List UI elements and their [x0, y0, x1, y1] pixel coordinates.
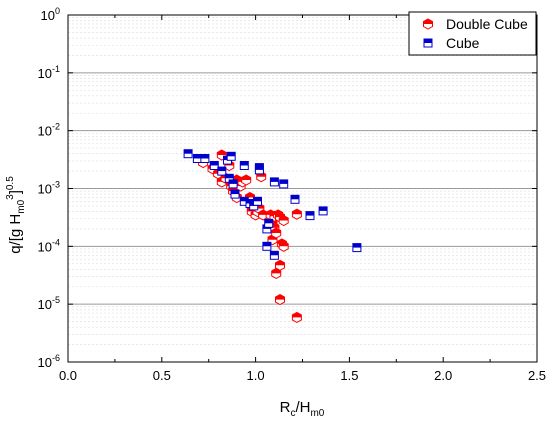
cube-point: [264, 218, 274, 228]
legend-marker-double-cube: [423, 18, 433, 30]
data-points: [183, 149, 362, 323]
cube-point: [290, 194, 300, 204]
y-tick-label: 10-4: [38, 237, 60, 254]
cube-point: [217, 166, 227, 176]
y-tick-label: 10-3: [38, 180, 60, 197]
cube-point: [192, 154, 202, 163]
cube-point: [269, 177, 279, 187]
cube-point: [209, 161, 219, 170]
y-tick-label: 10-2: [38, 122, 60, 139]
grid-lines: [68, 17, 537, 345]
y-tick-label: 100: [41, 6, 60, 23]
cube-point: [228, 179, 238, 189]
cube-point: [253, 196, 262, 206]
cube-point: [318, 206, 328, 216]
double-cube-point: [275, 294, 285, 306]
x-tick-label: 0.5: [153, 368, 171, 383]
x-axis-label: Rc/Hm0: [280, 399, 325, 419]
y-axis-label: q/[g Hm03]0.5: [5, 176, 27, 254]
double-cube-point: [278, 214, 289, 227]
y-tick-label: 10-5: [38, 295, 60, 312]
y-tick-label: 10-1: [38, 64, 60, 81]
cube-point: [226, 151, 236, 161]
double-cube-point: [271, 227, 282, 239]
x-tick-label: 1.5: [340, 368, 358, 383]
cube-point: [183, 149, 193, 159]
cube-point: [279, 179, 289, 189]
double-cube-point: [258, 209, 269, 221]
cube-point: [269, 250, 279, 260]
legend-label-double-cube: Double Cube: [446, 16, 528, 32]
double-cube-point: [241, 174, 252, 186]
cube-point: [262, 241, 272, 251]
legend: Double Cube Cube: [408, 11, 537, 56]
x-tick-label: 1.0: [247, 368, 265, 383]
cube-point: [200, 154, 210, 163]
double-cube-point: [275, 259, 285, 271]
legend-box: [408, 11, 537, 56]
cube-point: [230, 189, 240, 199]
x-tick-label: 2.5: [528, 368, 546, 383]
double-cube-point: [278, 240, 289, 252]
double-cube-point: [291, 208, 302, 220]
legend-label-cube: Cube: [446, 35, 480, 51]
double-cube-point: [291, 311, 302, 323]
x-tick-label: 2.0: [434, 368, 452, 383]
cube-point: [352, 243, 362, 253]
cube-point: [305, 211, 315, 221]
cube-point: [254, 165, 264, 175]
y-tick-label: 10-6: [38, 353, 60, 370]
cube-point: [239, 161, 249, 170]
axes: 0.0 0.5 1.0 1.5 2.0 2.5 10-6 10-5 10-4 10-3 10-2 10…: [38, 6, 547, 383]
legend-marker-cube: [423, 38, 433, 48]
x-tick-label: 0.0: [59, 368, 77, 383]
